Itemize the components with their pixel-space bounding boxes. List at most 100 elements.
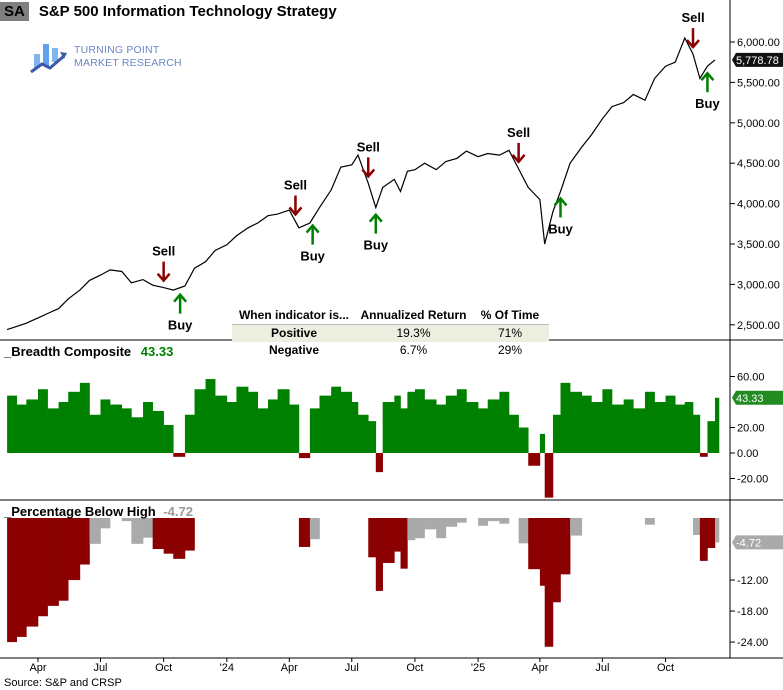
- breadth-bar: [570, 391, 583, 453]
- breadth-bar: [368, 421, 377, 453]
- drawdown-bar: [173, 518, 186, 559]
- buy-label: Buy: [168, 318, 193, 333]
- drawdown-bar: [184, 518, 195, 551]
- buy-arrow-icon: [305, 223, 320, 245]
- price-tick-label: 2,500.00: [737, 320, 780, 332]
- x-tick-label: Apr: [29, 662, 46, 674]
- breadth-bar: [131, 417, 144, 453]
- drawdown-bar: [89, 518, 101, 544]
- drawdown-bar: [68, 518, 81, 581]
- sell-label: Sell: [284, 177, 307, 192]
- source-note: Source: S&P and CRSP: [4, 677, 122, 689]
- drawdown-bar: [499, 518, 510, 524]
- price-tick-label: 5,000.00: [737, 118, 780, 130]
- breadth-bar: [257, 408, 269, 453]
- turning-point-logo: TURNING POINT MARKET RESEARCH: [30, 40, 182, 74]
- breadth-bar: [552, 414, 561, 453]
- breadth-bar: [509, 414, 519, 453]
- breadth-bar: [707, 421, 716, 453]
- breadth-bar: [309, 408, 320, 453]
- table-header: When indicator is... Annualized Return %…: [232, 307, 549, 325]
- breadth-bar: [414, 389, 425, 453]
- drawdown-bar: [693, 518, 701, 536]
- breadth-bar: [215, 395, 228, 453]
- drawdown-bar: [570, 518, 583, 536]
- breadth-bar: [58, 402, 69, 453]
- drawdown-bar: [298, 518, 311, 547]
- breadth-bar: [184, 414, 195, 453]
- header-cell: Annualized Return: [360, 308, 467, 322]
- sell-label: Sell: [357, 139, 380, 154]
- breadth-bar: [699, 453, 708, 457]
- breadth-bar: [248, 391, 259, 453]
- drawdown-last-value: -4.72: [736, 537, 761, 549]
- x-tick-label: '24: [220, 662, 234, 674]
- cell: 19.3%: [396, 326, 431, 340]
- breadth-last-value: 43.33: [736, 393, 764, 405]
- drawdown-bar: [309, 518, 320, 540]
- drawdown-bar: [445, 518, 458, 527]
- cell: 29%: [497, 343, 523, 357]
- breadth-bar: [591, 402, 603, 453]
- breadth-bar: [194, 389, 206, 453]
- sell-arrow-icon: [686, 28, 700, 50]
- breadth-bar: [407, 391, 416, 453]
- breadth-bar: [89, 414, 101, 453]
- drawdown-tick-label: -18.00: [737, 606, 768, 618]
- breadth-bar: [394, 395, 401, 453]
- breadth-bar: [602, 389, 613, 453]
- logo-bars-icon: [30, 44, 67, 74]
- breadth-tick-label: 0.00: [737, 448, 758, 460]
- breadth-bar: [340, 391, 353, 453]
- drawdown-bar: [560, 518, 571, 575]
- drawdown-bar: [16, 518, 27, 637]
- price-line: [6, 36, 716, 331]
- row-label: Positive: [270, 326, 318, 340]
- breadth-bar: [654, 402, 666, 453]
- breadth-bar: [633, 408, 646, 453]
- stats-table: When indicator is... Annualized Return %…: [232, 307, 549, 359]
- drawdown-bar: [58, 518, 69, 601]
- table-row: Negative 6.7% 29%: [232, 342, 549, 359]
- header-cell: When indicator is...: [238, 308, 349, 322]
- breadth-last-value-bg: [732, 390, 783, 405]
- drawdown-bar: [152, 518, 164, 550]
- price-tick-label: 6,000.00: [737, 37, 780, 49]
- buy-label: Buy: [548, 221, 573, 236]
- x-tick-label: Apr: [531, 662, 548, 674]
- breadth-current-value: 43.33: [140, 344, 174, 359]
- cell: 6.7%: [399, 343, 428, 357]
- x-tick-label: Oct: [406, 662, 423, 674]
- breadth-bar: [539, 433, 546, 453]
- row-label: Negative: [268, 343, 320, 357]
- sell-arrow-icon: [288, 195, 303, 217]
- price-last-value: 5,778.78: [736, 55, 779, 67]
- drawdown-bar: [375, 518, 383, 591]
- drawdown-bar: [382, 518, 395, 563]
- breadth-bar: [331, 386, 342, 453]
- breadth-bar: [375, 453, 383, 473]
- breadth-bar: [478, 408, 489, 453]
- x-tick-label: Oct: [155, 662, 172, 674]
- breadth-bar: [7, 395, 18, 453]
- breadth-bar: [100, 399, 111, 453]
- breadth-bar: [684, 402, 694, 453]
- breadth-bar: [544, 453, 554, 498]
- breadth-bar: [357, 414, 369, 453]
- breadth-bar: [205, 379, 216, 453]
- chart-title-bar: SA S&P 500 Information Technology Strate…: [0, 0, 337, 22]
- breadth-bar: [152, 410, 164, 453]
- buy-arrow-icon: [368, 212, 383, 234]
- breadth-bar: [644, 391, 655, 453]
- buy-label: Buy: [364, 238, 389, 253]
- drawdown-bar: [478, 518, 489, 526]
- breadth-bar: [675, 404, 686, 453]
- buy-label: Buy: [695, 96, 720, 111]
- drawdown-bar: [394, 518, 401, 552]
- drawdown-bar: [456, 518, 467, 523]
- chart-title: S&P 500 Information Technology Strategy: [38, 2, 337, 20]
- breadth-bar: [400, 408, 408, 453]
- breadth-bar: [623, 399, 634, 453]
- drawdown-bar: [121, 518, 132, 522]
